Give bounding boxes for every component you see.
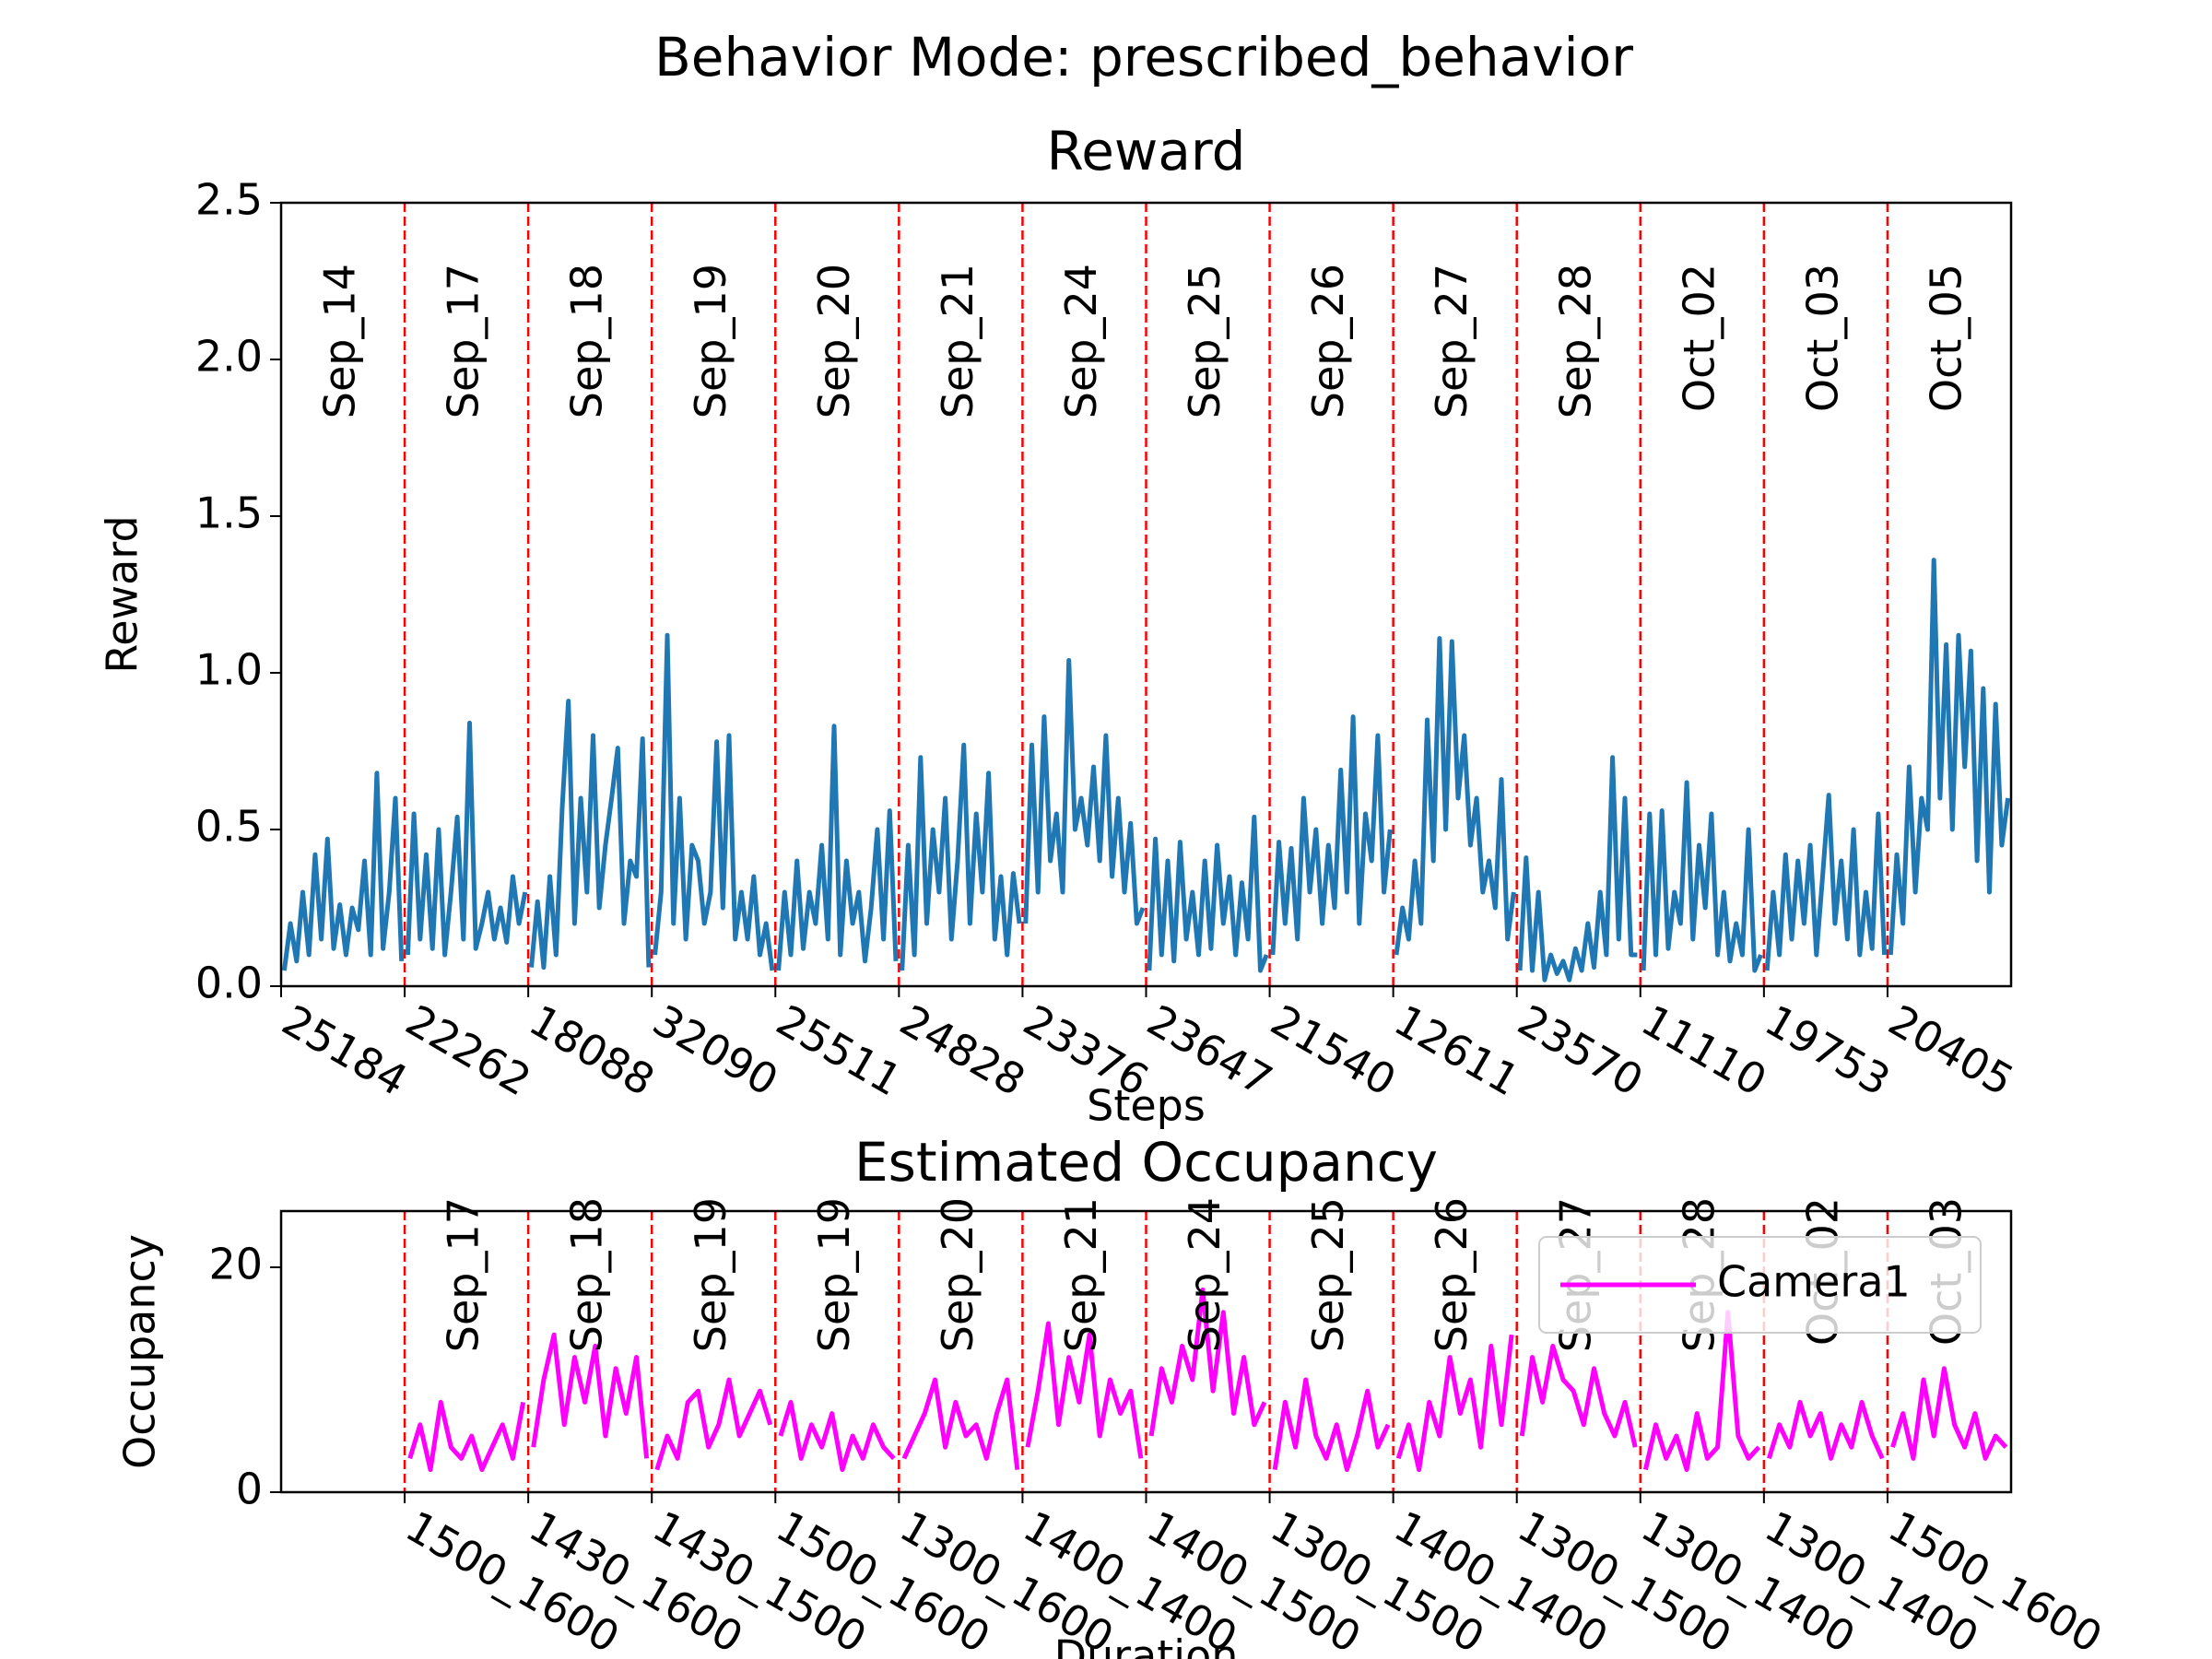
day-label: Sep_25 [1180, 264, 1230, 418]
day-label: Sep_19 [686, 1197, 735, 1352]
y-tick-label: 2.5 [195, 175, 263, 225]
day-label: Sep_25 [1303, 1197, 1353, 1352]
data-line [281, 771, 405, 971]
day-label: Sep_28 [1550, 264, 1600, 418]
day-label: Sep_26 [1427, 1197, 1477, 1352]
data-line [776, 724, 899, 971]
data-line [1641, 780, 1763, 973]
day-label: Sep_19 [686, 264, 735, 418]
day-label: Sep_27 [1427, 264, 1477, 418]
day-label: Sep_24 [1056, 264, 1106, 418]
data-line [1395, 1334, 1514, 1473]
data-line [1272, 1377, 1391, 1473]
axes-frame [279, 1209, 2013, 1494]
y-tick-label: 1.5 [195, 488, 263, 538]
day-label: Sep_21 [1056, 1197, 1106, 1352]
data-line [1023, 657, 1146, 926]
data-line [1148, 1287, 1267, 1437]
y-tick-label: 0.0 [195, 959, 263, 1008]
y-axis-label: Reward [98, 515, 147, 673]
y-tick-label: 0 [236, 1465, 263, 1514]
data-line [901, 1377, 1020, 1470]
y-tick-label: 0.5 [195, 802, 263, 852]
data-line [1270, 714, 1393, 956]
data-line [1767, 1399, 1885, 1461]
day-label: Sep_18 [562, 1197, 612, 1352]
y-tick-label: 1.0 [195, 645, 263, 695]
day-label: Sep_24 [1180, 1197, 1230, 1352]
day-label: Oct_05 [1921, 264, 1971, 412]
day-label: Oct_02 [1674, 264, 1724, 412]
y-axis-label: Occupancy [115, 1234, 165, 1469]
data-line [407, 1399, 526, 1473]
data-line [653, 632, 775, 971]
axes-frame [279, 201, 2013, 988]
day-label: Sep_17 [439, 1197, 488, 1352]
day-label: Oct_03 [1797, 264, 1847, 412]
x-axis-label: Duration [1054, 1631, 1239, 1659]
axes-title: Estimated Occupancy [854, 1131, 1438, 1194]
data-line [778, 1399, 896, 1473]
data-line [1025, 1321, 1144, 1459]
data-line [1517, 755, 1638, 982]
data-line [1394, 636, 1516, 956]
y-tick-label: 2.0 [195, 332, 263, 382]
data-line [405, 720, 528, 958]
day-label: Sep_20 [933, 1197, 982, 1352]
y-tick-label: 20 [208, 1240, 263, 1289]
x-axis-label: Steps [1087, 1081, 1206, 1131]
data-line [1764, 793, 1888, 971]
axes-title: Reward [1047, 120, 1246, 182]
data-line [529, 699, 652, 971]
data-line [900, 742, 1022, 971]
figure-title: Behavior Mode: prescribed_behavior [654, 26, 1633, 88]
data-line [1642, 1310, 1761, 1473]
day-label: Sep_18 [562, 264, 612, 418]
day-label: Sep_14 [315, 264, 365, 418]
day-label: Sep_19 [809, 1197, 859, 1352]
data-line [654, 1377, 773, 1471]
day-label: Sep_26 [1303, 264, 1353, 418]
day-label: Sep_21 [933, 264, 982, 418]
data-line [1147, 814, 1269, 973]
data-line [1890, 1366, 2008, 1461]
legend-box [1538, 1236, 1982, 1334]
data-line [1888, 558, 2011, 956]
data-line [531, 1332, 650, 1459]
data-line [1519, 1343, 1638, 1448]
day-label: Sep_17 [439, 264, 488, 418]
day-label: Sep_20 [809, 264, 859, 418]
legend-label: Camera1 [1717, 1257, 1911, 1307]
